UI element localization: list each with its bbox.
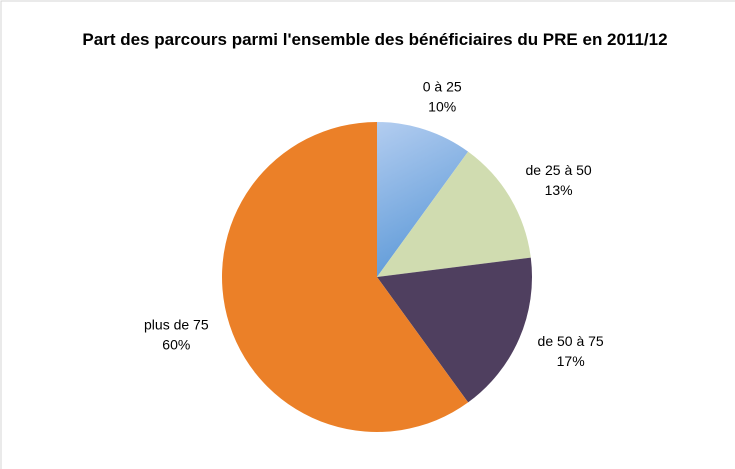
pie-slice xyxy=(377,122,469,277)
pie-slice xyxy=(377,257,532,403)
data-label: plus de 75 60% xyxy=(144,316,209,352)
category-label: 0 à 25 xyxy=(423,78,462,94)
category-label: de 25 à 50 xyxy=(526,161,592,177)
value-label: 10% xyxy=(428,98,456,114)
data-label: 0 à 25 10% xyxy=(423,78,462,114)
data-label: de 50 à 75 17% xyxy=(538,333,604,369)
data-label: de 25 à 50 13% xyxy=(526,161,592,197)
category-label: plus de 75 xyxy=(144,316,209,332)
value-label: 60% xyxy=(162,336,190,352)
chart-title: Part des parcours parmi l'ensemble des b… xyxy=(82,30,668,49)
pie-slice xyxy=(221,122,469,432)
pie-slice xyxy=(377,151,531,277)
category-label: de 50 à 75 xyxy=(538,333,604,349)
value-label: 13% xyxy=(545,181,573,197)
value-label: 17% xyxy=(557,353,585,369)
